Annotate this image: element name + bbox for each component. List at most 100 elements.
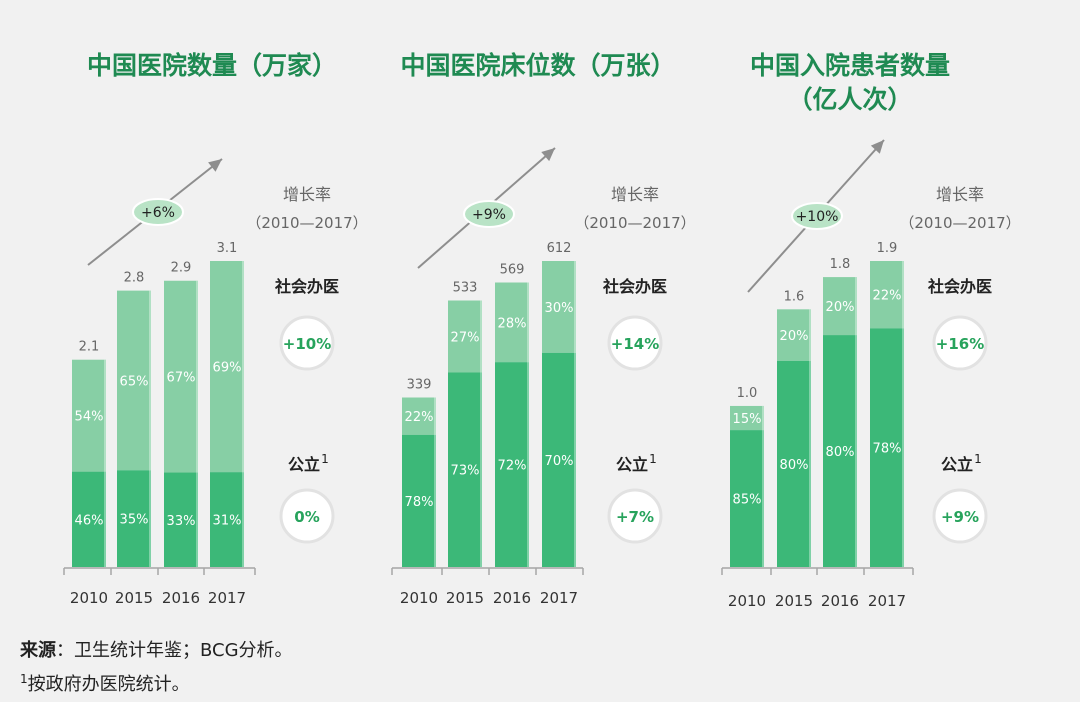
panel3-total-2017: 1.9 — [877, 241, 898, 256]
panel1-overall-growth-tag — [132, 198, 184, 226]
panel3-label-private-2015: 20% — [780, 329, 809, 344]
panel1-year-2017: 2017 — [208, 589, 246, 607]
panel3-total-2015: 1.6 — [784, 289, 805, 304]
panel3-bar-public-2016 — [823, 335, 857, 567]
panel1-year-2015: 2015 — [115, 589, 153, 607]
footnote-text: 按政府办医院统计。 — [27, 674, 190, 695]
panel3-bar-private-2015 — [777, 309, 811, 361]
footnote-marker: 1 — [20, 672, 28, 686]
panel1-title: 中国医院数量（万家） — [87, 51, 337, 80]
panel2-growth-period: （2010—2017） — [574, 214, 695, 232]
panel1-bar-public-2010 — [72, 471, 106, 567]
panel2-overall-growth-tag — [463, 200, 515, 228]
panel3-label-public-2010: 85% — [733, 493, 762, 508]
panel3-title: 中国入院患者数量 — [750, 51, 950, 80]
panel2-label-private-2017: 30% — [545, 301, 574, 316]
panel1-bar-private-2016 — [164, 280, 198, 473]
panel2-bar-edge-2017 — [574, 261, 576, 567]
panel1-public-label-sup: 1 — [321, 452, 329, 466]
panel3-bar-public-2010 — [730, 430, 764, 567]
panel3-total-2016: 1.8 — [830, 257, 851, 272]
panel1-label-private-2016: 67% — [167, 371, 196, 386]
panel3-bar-edge-2016 — [855, 277, 857, 567]
panel2-bar-public-2015 — [448, 372, 482, 567]
panel2-private-growth-badge — [607, 315, 663, 371]
panel2-label-public-2010: 78% — [405, 495, 434, 510]
panel1-label-public-2016: 33% — [167, 514, 196, 529]
panel3-year-2017: 2017 — [868, 592, 906, 610]
panel1-bar-public-2016 — [164, 472, 198, 567]
panel3-overall-growth-value: +10% — [796, 209, 839, 225]
panel3-label-public-2016: 80% — [826, 445, 855, 460]
panel2-bar-edge-2015 — [480, 300, 482, 567]
panel2-bar-public-2010 — [402, 434, 436, 567]
panel2-bar-private-2015 — [448, 300, 482, 373]
panel1-public-growth-badge — [279, 488, 335, 544]
panel2-year-2010: 2010 — [400, 589, 438, 607]
panel1-bar-edge-2010 — [104, 359, 106, 567]
panel2-public-label: 公立 — [616, 455, 648, 474]
panel1-growth-period: （2010—2017） — [246, 214, 367, 232]
panel3-private-growth-value: +16% — [936, 335, 984, 353]
panel2-label-public-2017: 70% — [545, 454, 574, 469]
panel3-public-label-sup: 1 — [974, 452, 982, 466]
panel1-label-public-2010: 46% — [75, 513, 104, 528]
panel3-bar-public-2015 — [777, 360, 811, 567]
panel1-label-private-2017: 69% — [213, 361, 242, 376]
panel2-bar-edge-2016 — [527, 282, 529, 567]
panel1-public-label: 公立 — [288, 455, 320, 474]
panel1-bar-edge-2017 — [242, 261, 244, 567]
panel3-public-label: 公立 — [941, 455, 973, 474]
panel2-total-2017: 612 — [547, 241, 572, 256]
panel2-year-2017: 2017 — [540, 589, 578, 607]
panel3-growth-title: 增长率 — [936, 185, 984, 204]
panel1-year-2010: 2010 — [70, 589, 108, 607]
panel2-label-private-2016: 28% — [498, 316, 527, 331]
panel3-bar-edge-2015 — [809, 309, 811, 567]
panel2-year-2016: 2016 — [493, 589, 531, 607]
panel2-bar-private-2010 — [402, 397, 436, 435]
panel1-bar-private-2015 — [117, 290, 151, 471]
panel3-bar-private-2017 — [870, 261, 904, 329]
panel1-bar-private-2010 — [72, 359, 106, 472]
panel2-bar-public-2017 — [542, 352, 576, 567]
source-text: ：卫生统计年鉴；BCG分析。 — [56, 640, 293, 661]
panel2-year-2015: 2015 — [446, 589, 484, 607]
panel2-total-2010: 339 — [407, 378, 432, 393]
panel3-label-public-2015: 80% — [780, 458, 809, 473]
panel3-public-growth-badge — [932, 488, 988, 544]
panel1-bar-public-2017 — [210, 472, 244, 567]
panel1-total-2015: 2.8 — [124, 271, 145, 286]
panel2-total-2016: 569 — [500, 263, 525, 278]
panel1-bar-public-2015 — [117, 470, 151, 567]
panel3-label-private-2016: 20% — [826, 300, 855, 315]
panel3-total-2010: 1.0 — [737, 386, 758, 401]
panel3-label-public-2017: 78% — [873, 442, 902, 457]
panel3-private-label: 社会办医 — [927, 277, 992, 296]
panel2-total-2015: 533 — [453, 281, 478, 296]
panel3-year-2016: 2016 — [821, 592, 859, 610]
panel2-public-growth-badge — [607, 488, 663, 544]
panel1-bar-edge-2016 — [196, 280, 198, 567]
panel2-public-growth-value: +7% — [616, 508, 654, 526]
source-note: 来源：卫生统计年鉴；BCG分析。 — [20, 636, 293, 662]
panel3-year-2015: 2015 — [775, 592, 813, 610]
panel3-label-private-2017: 22% — [873, 289, 902, 304]
panel2-bar-public-2016 — [495, 362, 529, 567]
source-label: 来源 — [20, 640, 56, 661]
panel3-bar-edge-2017 — [902, 261, 904, 567]
panel1-label-private-2010: 54% — [75, 410, 104, 425]
panel3-overall-growth-tag — [791, 202, 843, 230]
panel3-bar-private-2016 — [823, 277, 857, 336]
panel3-bar-public-2017 — [870, 328, 904, 567]
panel2-bar-private-2017 — [542, 261, 576, 353]
panel3-growth-arrow-head — [870, 140, 884, 154]
panel3-bar-private-2010 — [730, 405, 764, 431]
panel1-overall-growth-value: +6% — [141, 205, 175, 221]
panel1-public-growth-value: 0% — [294, 508, 319, 526]
panel3-public-growth-value: +9% — [941, 508, 979, 526]
panel2-growth-arrow-head — [541, 148, 555, 162]
panel1-private-growth-badge — [279, 315, 335, 371]
panel2-private-growth-value: +14% — [611, 335, 659, 353]
